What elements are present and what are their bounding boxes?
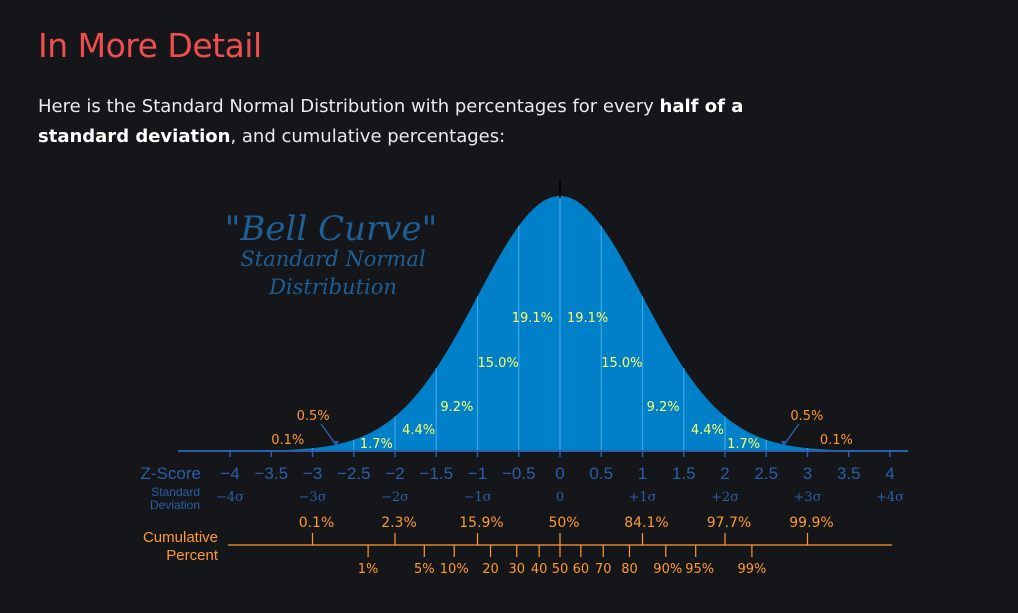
intro-bold-1: half of a — [659, 96, 744, 117]
band-percent-label: 4.4% — [402, 423, 435, 438]
zscore-tick-label: 4 — [885, 464, 894, 483]
band-percent-label: 0.5% — [790, 409, 823, 424]
zscore-tick-label: 1 — [638, 464, 647, 483]
tail-percent-label: 0.1% — [820, 433, 853, 448]
cumulative-major-label: 15.9% — [459, 515, 503, 531]
cumulative-major-label: 50% — [548, 515, 579, 531]
band-percent-label: 1.7% — [360, 437, 393, 452]
page-title: In More Detail — [38, 26, 262, 65]
cumulative-minor-label: 5% — [414, 562, 435, 577]
zscore-tick-label: 0.5 — [589, 464, 613, 483]
zscore-tick-label: 3 — [803, 464, 812, 483]
zscore-tick-label: −1 — [468, 464, 487, 483]
sd-tick-label: +3σ — [793, 490, 821, 505]
sd-tick-label: −3σ — [298, 490, 326, 505]
sd-tick-label: −1σ — [463, 490, 491, 505]
band-percent-label: 1.7% — [727, 437, 760, 452]
cumulative-minor-label: 50 — [552, 562, 569, 577]
sd-tick-label: +2σ — [711, 490, 739, 505]
sd-axis-label-line2: Deviation — [150, 498, 200, 512]
band-percent-label: 19.1% — [512, 311, 553, 326]
cumulative-minor-label: 30 — [508, 562, 525, 577]
zscore-tick-label: 0 — [555, 464, 564, 483]
band-percent-label: 15.0% — [477, 356, 518, 371]
cumulative-minor-label: 10% — [440, 562, 469, 577]
cumulative-major-label: 97.7% — [707, 515, 751, 531]
band-percent-label: 19.1% — [567, 311, 608, 326]
sd-tick-label: −4σ — [216, 490, 244, 505]
intro-suffix: , and cumulative percentages: — [230, 126, 506, 147]
band-percent-label: 0.5% — [297, 409, 330, 424]
zscore-tick-label: −4 — [220, 464, 239, 483]
cumulative-label-line1: Cumulative — [143, 529, 218, 546]
zscore-tick-label: −1.5 — [419, 464, 453, 483]
cumulative-minor-label: 80 — [621, 562, 638, 577]
tail-percent-label: 0.1% — [271, 433, 304, 448]
cumulative-minor-label: 90% — [653, 562, 682, 577]
cumulative-minor-label: 1% — [358, 562, 379, 577]
zscore-tick-label: 2.5 — [754, 464, 778, 483]
cumulative-minor-label: 95% — [685, 562, 714, 577]
cumulative-label-line2: Percent — [166, 547, 219, 564]
band-percent-label: 9.2% — [440, 400, 473, 415]
zscore-tick-label: −0.5 — [502, 464, 536, 483]
cumulative-major-label: 84.1% — [624, 515, 668, 531]
zscore-axis-label: Z-Score — [141, 464, 201, 483]
band-arrow-head — [780, 441, 787, 446]
cumulative-major-label: 0.1% — [299, 515, 335, 531]
sd-tick-label: +4σ — [876, 490, 904, 505]
intro-bold-2: standard deviation — [38, 126, 231, 147]
sd-axis-label-line1: Standard — [151, 485, 200, 499]
cumulative-minor-label: 99% — [737, 562, 766, 577]
intro-prefix: Here is the Standard Normal Distribution… — [38, 96, 660, 117]
band-percent-label: 9.2% — [647, 400, 680, 415]
chart-subtitle-line2: Distribution — [268, 275, 397, 299]
zscore-tick-label: −3.5 — [254, 464, 288, 483]
sd-tick-label: 0 — [556, 490, 564, 505]
cumulative-minor-label: 40 — [531, 562, 548, 577]
cumulative-minor-label: 20 — [482, 562, 499, 577]
cumulative-major-label: 99.9% — [789, 515, 833, 531]
band-arrow-head — [333, 441, 340, 446]
intro-text: Here is the Standard Normal Distribution… — [38, 92, 838, 152]
chart-title: "Bell Curve" — [225, 209, 437, 249]
cumulative-major-label: 2.3% — [381, 515, 417, 531]
zscore-tick-label: 3.5 — [837, 464, 861, 483]
cumulative-minor-label: 70 — [595, 562, 612, 577]
zscore-tick-label: −3 — [303, 464, 322, 483]
sd-tick-label: −2σ — [381, 490, 409, 505]
zscore-tick-label: −2 — [385, 464, 404, 483]
band-percent-label: 15.0% — [601, 356, 642, 371]
zscore-tick-label: −2.5 — [337, 464, 371, 483]
cumulative-minor-label: 60 — [573, 562, 590, 577]
chart-subtitle-line1: Standard Normal — [240, 247, 425, 271]
zscore-tick-label: 1.5 — [672, 464, 696, 483]
zscore-tick-label: 2 — [720, 464, 729, 483]
band-percent-label: 4.4% — [691, 423, 724, 438]
bell-curve-area — [178, 196, 908, 451]
sd-tick-label: +1σ — [628, 490, 656, 505]
